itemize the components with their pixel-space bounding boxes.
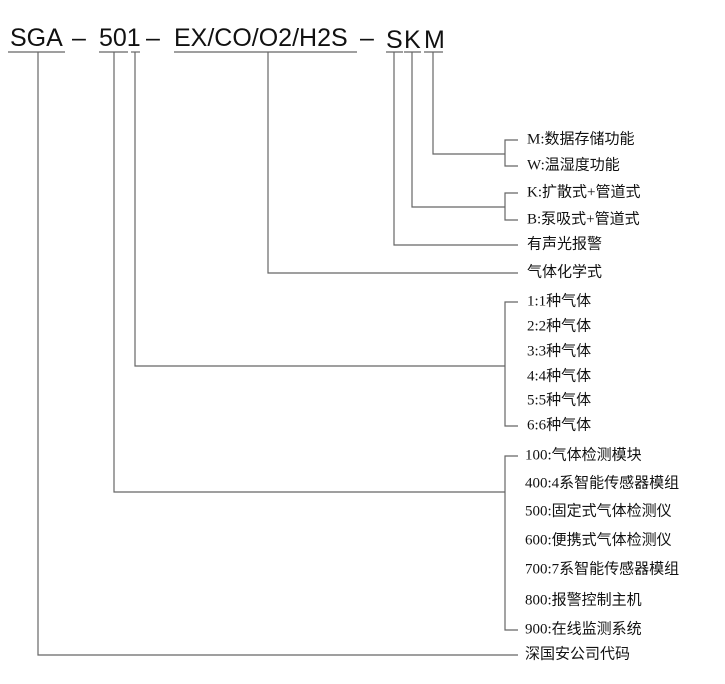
bracket-series: [504, 455, 518, 631]
label-series: 900:在线监测系统: [525, 620, 642, 637]
legend-labels: M:数据存储功能 W:温湿度功能 K:扩散式+管道式 B:泵吸式+管道式 有声光…: [525, 130, 679, 662]
leader-company: [37, 52, 518, 656]
label-gas-count: 3:3种气体: [527, 342, 591, 359]
bracket-gas-count: [504, 301, 518, 427]
leader-m: [432, 52, 505, 155]
code-gases: EX/CO/O2/H2S: [174, 24, 348, 52]
code-separator: –: [360, 24, 374, 52]
label-m: M:数据存储功能: [527, 130, 635, 147]
code-s: S: [386, 26, 403, 54]
leader-s: [393, 52, 518, 246]
label-series: 100:气体检测模块: [525, 446, 642, 463]
leader-gas-formula: [267, 52, 518, 274]
label-series: 600:便携式气体检测仪: [525, 531, 672, 548]
label-gas-count: 1:1种气体: [527, 292, 591, 309]
label-gas-formula: 气体化学式: [527, 263, 602, 280]
code-m: M: [424, 26, 445, 54]
label-series: 500:固定式气体检测仪: [525, 502, 672, 519]
label-series: 400:4系智能传感器模组: [525, 473, 679, 491]
bracket-k-b: [504, 192, 518, 221]
code-sga: SGA: [10, 24, 63, 52]
label-k: K:扩散式+管道式: [527, 183, 640, 200]
label-gas-count: 5:5种气体: [527, 391, 591, 408]
model-code: SGA – 501 – EX/CO/O2/H2S – S K M: [10, 24, 445, 54]
connector-lines: [8, 51, 518, 656]
code-k: K: [404, 26, 421, 54]
code-separator: –: [72, 24, 86, 52]
label-gas-count: 2:2种气体: [527, 317, 591, 334]
label-w: W:温湿度功能: [527, 156, 620, 173]
label-s: 有声光报警: [527, 234, 602, 252]
label-company: 深国安公司代码: [525, 645, 630, 662]
leader-k: [411, 52, 505, 208]
leader-gas-count: [134, 52, 505, 367]
label-series: 700:7系智能传感器模组: [525, 559, 679, 577]
label-gas-count: 4:4种气体: [527, 367, 591, 384]
leader-series: [113, 52, 505, 493]
bracket-m-w: [504, 139, 518, 167]
label-series: 800:报警控制主机: [525, 591, 642, 608]
code-501: 501: [99, 24, 141, 52]
label-b: B:泵吸式+管道式: [527, 210, 640, 227]
label-gas-count: 6:6种气体: [527, 416, 591, 433]
code-separator: –: [146, 24, 160, 52]
